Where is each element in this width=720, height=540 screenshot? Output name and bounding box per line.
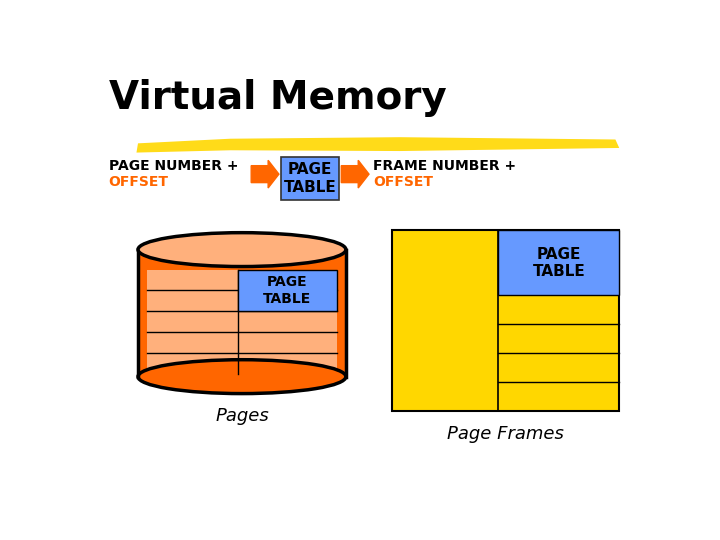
Text: PAGE
TABLE: PAGE TABLE: [532, 247, 585, 279]
Text: Virtual Memory: Virtual Memory: [109, 79, 446, 117]
FancyBboxPatch shape: [282, 157, 339, 200]
Text: OFFSET: OFFSET: [373, 175, 433, 189]
Text: FRAME NUMBER +: FRAME NUMBER +: [373, 159, 516, 173]
Polygon shape: [341, 160, 369, 188]
Ellipse shape: [138, 360, 346, 394]
Text: Page Frames: Page Frames: [447, 425, 564, 443]
Text: Pages: Pages: [215, 408, 269, 426]
Text: PAGE
TABLE: PAGE TABLE: [264, 275, 312, 306]
FancyBboxPatch shape: [148, 269, 337, 374]
Ellipse shape: [138, 233, 346, 267]
Polygon shape: [137, 137, 619, 153]
FancyBboxPatch shape: [238, 269, 337, 311]
Text: PAGE
TABLE: PAGE TABLE: [284, 162, 336, 194]
Text: OFFSET: OFFSET: [109, 175, 168, 189]
Polygon shape: [251, 160, 279, 188]
FancyBboxPatch shape: [392, 231, 619, 411]
Text: PAGE NUMBER +: PAGE NUMBER +: [109, 159, 238, 173]
FancyBboxPatch shape: [498, 231, 619, 295]
FancyBboxPatch shape: [138, 249, 346, 377]
